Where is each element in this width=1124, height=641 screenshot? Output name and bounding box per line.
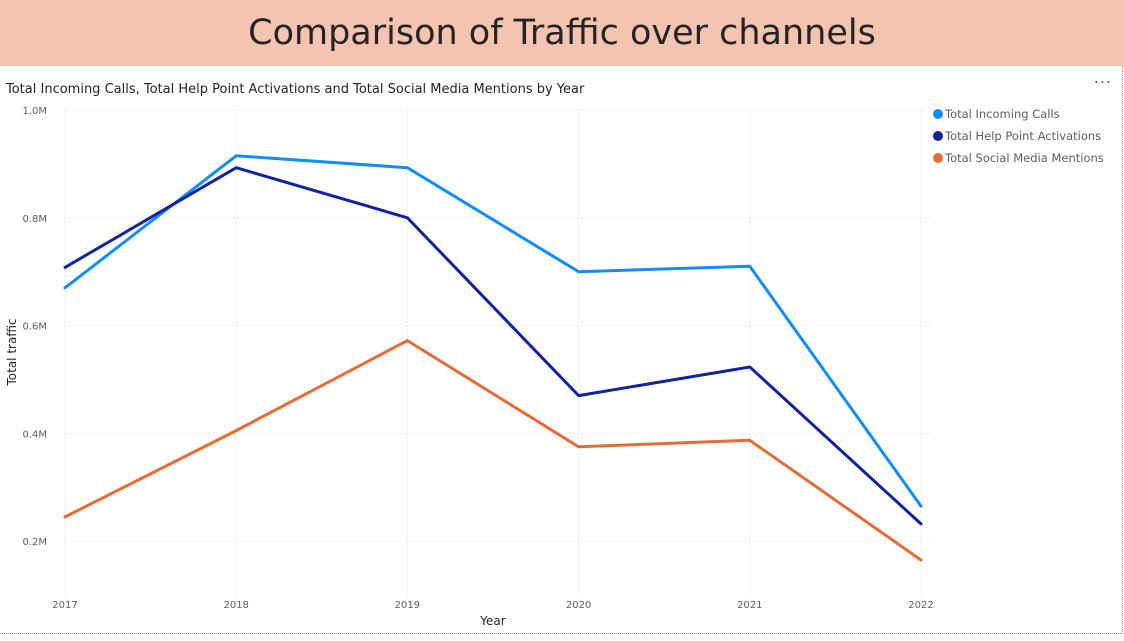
- title-banner: Comparison of Traffic over channels: [0, 0, 1124, 66]
- legend-item-total-social-media-mentions[interactable]: Total Social Media Mentions: [933, 151, 1104, 165]
- legend-item-total-incoming-calls[interactable]: Total Incoming Calls: [933, 107, 1060, 121]
- chart-title: Total Incoming Calls, Total Help Point A…: [6, 82, 585, 97]
- legend-label: Total Help Point Activations: [944, 129, 1101, 143]
- x-axis-title: Year: [479, 614, 505, 628]
- more-options-icon[interactable]: ...: [1093, 68, 1112, 87]
- series-line-total-help-point-activations[interactable]: [63, 166, 923, 526]
- x-tick-label: 2017: [52, 600, 77, 611]
- legend-item-total-help-point-activations[interactable]: Total Help Point Activations: [933, 129, 1101, 143]
- series-line-total-incoming-calls[interactable]: [63, 154, 923, 508]
- x-tick-label: 2018: [223, 600, 248, 611]
- y-tick-label: 0.8M: [22, 214, 47, 225]
- y-axis-title: Total traffic: [5, 318, 19, 386]
- legend-label: Total Incoming Calls: [944, 107, 1060, 121]
- y-tick-label: 0.4M: [22, 429, 47, 440]
- legend-marker: [933, 131, 943, 141]
- legend-marker: [933, 109, 943, 119]
- x-tick-label: 2020: [566, 600, 591, 611]
- series-line-total-social-media-mentions[interactable]: [63, 339, 923, 562]
- y-tick-label: 0.2M: [22, 537, 47, 548]
- page-title: Comparison of Traffic over channels: [248, 13, 876, 53]
- x-tick-label: 2019: [395, 600, 420, 611]
- y-tick-label: 1.0M: [22, 106, 47, 117]
- legend-marker: [933, 153, 943, 163]
- y-tick-label: 0.6M: [22, 322, 47, 333]
- x-tick-label: 2021: [737, 600, 762, 611]
- x-tick-label: 2022: [908, 600, 933, 611]
- legend-label: Total Social Media Mentions: [944, 151, 1104, 165]
